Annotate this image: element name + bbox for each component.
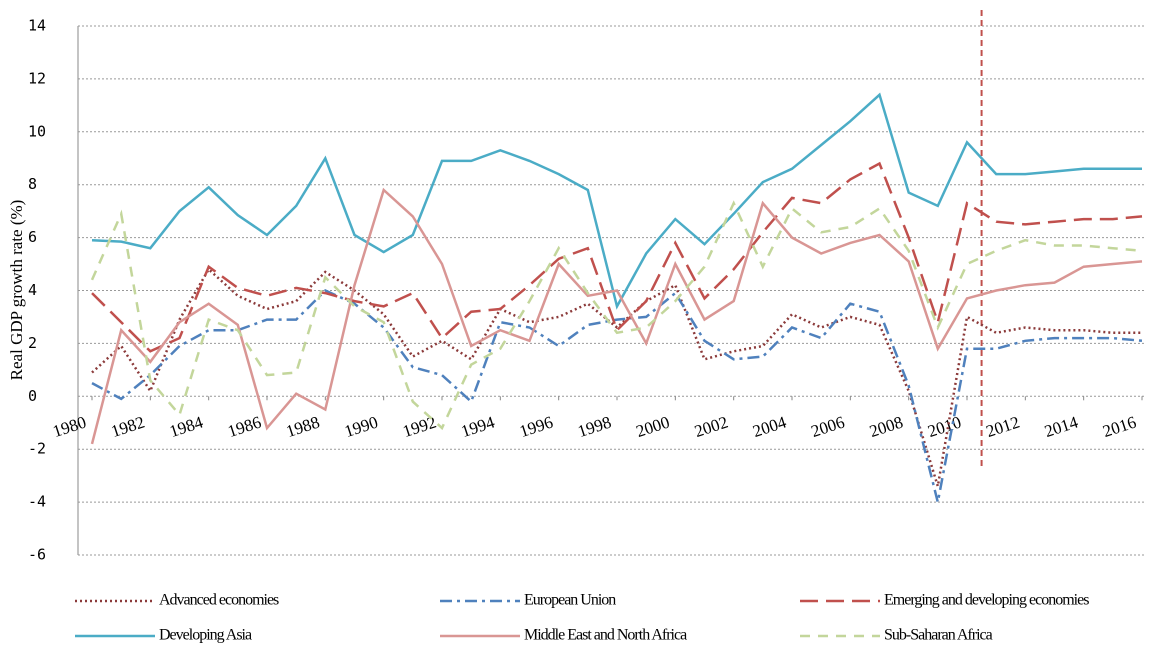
x-tick-label: 2008 [867, 412, 905, 441]
legend-label: Sub-Saharan Africa [884, 627, 993, 644]
x-tick-label: 1992 [400, 412, 438, 441]
x-tick-label: 1986 [225, 412, 263, 441]
y-tick-label: 6 [28, 228, 37, 246]
series-line [90, 200, 1143, 431]
x-tick-label: 2000 [634, 412, 672, 441]
x-tick-label: 2010 [925, 412, 963, 441]
y-tick-label: 4 [28, 281, 37, 299]
series-line [90, 187, 1143, 445]
y-tick-label: 10 [28, 122, 46, 140]
legend-label: European Union [524, 592, 616, 609]
series-line [91, 267, 1142, 487]
x-tick-label: 1982 [109, 412, 147, 441]
x-tick-label: 1980 [50, 412, 88, 441]
legend-label: Middle East and North Africa [524, 627, 687, 644]
x-tick-label: 2006 [809, 412, 847, 441]
y-tick-label: 14 [28, 17, 46, 35]
y-axis-title: Real GDP growth rate (%) [7, 200, 26, 381]
x-tick-label: 1988 [284, 412, 322, 441]
y-tick-label: 12 [28, 69, 46, 87]
x-tick-label: 2004 [750, 412, 789, 441]
x-tick-label: 2012 [984, 412, 1022, 441]
y-tick-label: 0 [28, 387, 37, 405]
y-tick-label: 2 [28, 334, 37, 352]
x-tick-label: 1996 [517, 412, 555, 441]
legend-label: Advanced economies [159, 592, 279, 609]
x-tick-label: 1990 [342, 412, 380, 441]
legend-label: Developing Asia [159, 627, 252, 644]
series-line [91, 289, 1143, 503]
x-tick-label: 2014 [1042, 412, 1081, 441]
x-tick-label: 1984 [167, 412, 206, 441]
legend-label: Emerging and developing economies [884, 592, 1089, 609]
series-line [91, 161, 1143, 353]
x-tick-label: 2016 [1100, 412, 1138, 441]
y-tick-label: -2 [28, 440, 46, 458]
series-line [91, 92, 1142, 310]
y-tick-label: 8 [28, 175, 37, 193]
y-tick-label: -4 [28, 493, 46, 511]
x-tick-label: 1994 [459, 412, 498, 441]
x-tick-label: 1998 [575, 412, 613, 441]
y-tick-label: -6 [28, 546, 46, 564]
x-tick-label: 2002 [692, 412, 730, 441]
